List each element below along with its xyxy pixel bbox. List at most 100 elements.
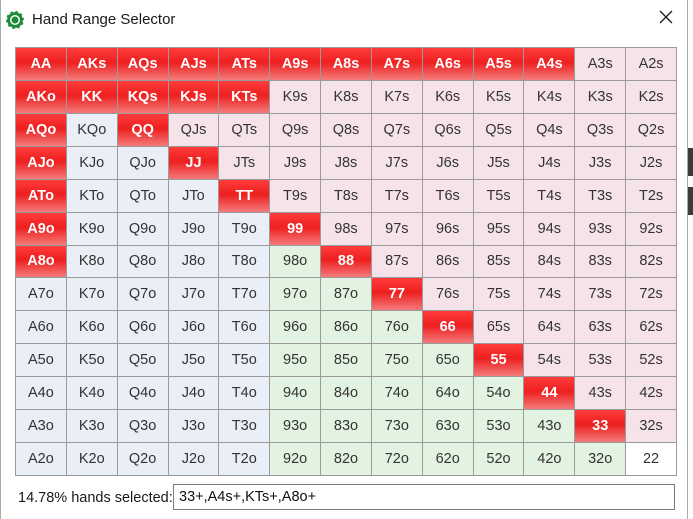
hand-cell-aa[interactable]: AA [16, 48, 66, 80]
hand-cell-43o[interactable]: 43o [524, 410, 575, 443]
hand-cell-65o[interactable]: 65o [422, 344, 473, 377]
hand-cell-t7s[interactable]: T7s [371, 179, 422, 212]
hand-cell-q4s[interactable]: Q4s [524, 113, 575, 146]
hand-cell-j8s[interactable]: J8s [321, 146, 371, 179]
hand-cell-97o[interactable]: 97o [270, 278, 321, 311]
hand-cell-kk[interactable]: KK [66, 80, 117, 113]
hand-cell-44[interactable]: 44 [524, 377, 575, 410]
hand-cell-a2s[interactable]: A2s [626, 48, 676, 80]
hand-cell-t4s[interactable]: T4s [524, 179, 575, 212]
hand-cell-qjo[interactable]: QJo [117, 146, 168, 179]
hand-cell-65s[interactable]: 65s [473, 311, 524, 344]
hand-cell-k3o[interactable]: K3o [66, 410, 117, 443]
hand-cell-q2s[interactable]: Q2s [626, 113, 676, 146]
hand-cell-qto[interactable]: QTo [117, 179, 168, 212]
hand-cell-a7o[interactable]: A7o [16, 278, 66, 311]
hand-cell-64o[interactable]: 64o [422, 377, 473, 410]
hand-cell-a8s[interactable]: A8s [321, 48, 371, 80]
hand-cell-92s[interactable]: 92s [626, 212, 676, 245]
hand-cell-kjo[interactable]: KJo [66, 146, 117, 179]
hand-cell-j8o[interactable]: J8o [168, 245, 219, 278]
hand-cell-72o[interactable]: 72o [371, 443, 422, 475]
hand-cell-k7o[interactable]: K7o [66, 278, 117, 311]
hand-cell-76s[interactable]: 76s [422, 278, 473, 311]
hand-cell-22[interactable]: 22 [626, 443, 676, 475]
hand-cell-t3s[interactable]: T3s [575, 179, 626, 212]
hand-cell-q6o[interactable]: Q6o [117, 311, 168, 344]
hand-cell-aks[interactable]: AKs [66, 48, 117, 80]
hand-cell-kto[interactable]: KTo [66, 179, 117, 212]
hand-cell-74s[interactable]: 74s [524, 278, 575, 311]
hand-cell-54o[interactable]: 54o [473, 377, 524, 410]
hand-cell-73o[interactable]: 73o [371, 410, 422, 443]
hand-cell-t9o[interactable]: T9o [219, 212, 270, 245]
hand-cell-j5o[interactable]: J5o [168, 344, 219, 377]
hand-cell-83o[interactable]: 83o [321, 410, 371, 443]
hand-cell-t8o[interactable]: T8o [219, 245, 270, 278]
hand-cell-j4s[interactable]: J4s [524, 146, 575, 179]
hand-cell-93o[interactable]: 93o [270, 410, 321, 443]
hand-cell-k2s[interactable]: K2s [626, 80, 676, 113]
hand-cell-jj[interactable]: JJ [168, 146, 219, 179]
hand-cell-86o[interactable]: 86o [321, 311, 371, 344]
hand-cell-j5s[interactable]: J5s [473, 146, 524, 179]
hand-cell-j9s[interactable]: J9s [270, 146, 321, 179]
hand-cell-j9o[interactable]: J9o [168, 212, 219, 245]
range-input[interactable] [173, 484, 675, 510]
hand-cell-aqo[interactable]: AQo [16, 113, 66, 146]
hand-cell-a5s[interactable]: A5s [473, 48, 524, 80]
hand-cell-q9s[interactable]: Q9s [270, 113, 321, 146]
hand-cell-93s[interactable]: 93s [575, 212, 626, 245]
hand-cell-j2o[interactable]: J2o [168, 443, 219, 475]
hand-cell-q3o[interactable]: Q3o [117, 410, 168, 443]
hand-cell-k2o[interactable]: K2o [66, 443, 117, 475]
hand-cell-k5s[interactable]: K5s [473, 80, 524, 113]
hand-cell-t9s[interactable]: T9s [270, 179, 321, 212]
hand-cell-j3o[interactable]: J3o [168, 410, 219, 443]
hand-cell-62o[interactable]: 62o [422, 443, 473, 475]
hand-cell-a6s[interactable]: A6s [422, 48, 473, 80]
hand-cell-jto[interactable]: JTo [168, 179, 219, 212]
hand-cell-74o[interactable]: 74o [371, 377, 422, 410]
hand-cell-k7s[interactable]: K7s [371, 80, 422, 113]
hand-cell-96o[interactable]: 96o [270, 311, 321, 344]
hand-cell-54s[interactable]: 54s [524, 344, 575, 377]
hand-cell-k9o[interactable]: K9o [66, 212, 117, 245]
hand-cell-52o[interactable]: 52o [473, 443, 524, 475]
hand-cell-72s[interactable]: 72s [626, 278, 676, 311]
hand-cell-73s[interactable]: 73s [575, 278, 626, 311]
hand-cell-k4o[interactable]: K4o [66, 377, 117, 410]
hand-cell-kqo[interactable]: KQo [66, 113, 117, 146]
hand-cell-t2s[interactable]: T2s [626, 179, 676, 212]
hand-cell-kqs[interactable]: KQs [117, 80, 168, 113]
hand-cell-ajo[interactable]: AJo [16, 146, 66, 179]
hand-cell-42s[interactable]: 42s [626, 377, 676, 410]
hand-cell-k6o[interactable]: K6o [66, 311, 117, 344]
hand-cell-q8o[interactable]: Q8o [117, 245, 168, 278]
hand-cell-53s[interactable]: 53s [575, 344, 626, 377]
hand-cell-q8s[interactable]: Q8s [321, 113, 371, 146]
hand-cell-q7s[interactable]: Q7s [371, 113, 422, 146]
hand-cell-kts[interactable]: KTs [219, 80, 270, 113]
hand-cell-32s[interactable]: 32s [626, 410, 676, 443]
hand-cell-t4o[interactable]: T4o [219, 377, 270, 410]
hand-cell-kjs[interactable]: KJs [168, 80, 219, 113]
hand-cell-64s[interactable]: 64s [524, 311, 575, 344]
hand-cell-a2o[interactable]: A2o [16, 443, 66, 475]
hand-cell-k8s[interactable]: K8s [321, 80, 371, 113]
hand-cell-k5o[interactable]: K5o [66, 344, 117, 377]
hand-cell-q6s[interactable]: Q6s [422, 113, 473, 146]
hand-cell-85o[interactable]: 85o [321, 344, 371, 377]
hand-cell-q5s[interactable]: Q5s [473, 113, 524, 146]
hand-cell-t6s[interactable]: T6s [422, 179, 473, 212]
hand-cell-52s[interactable]: 52s [626, 344, 676, 377]
hand-cell-j7o[interactable]: J7o [168, 278, 219, 311]
hand-cell-66[interactable]: 66 [422, 311, 473, 344]
hand-cell-k6s[interactable]: K6s [422, 80, 473, 113]
hand-cell-ako[interactable]: AKo [16, 80, 66, 113]
hand-cell-j4o[interactable]: J4o [168, 377, 219, 410]
hand-cell-t5s[interactable]: T5s [473, 179, 524, 212]
hand-cell-j6o[interactable]: J6o [168, 311, 219, 344]
hand-cell-99[interactable]: 99 [270, 212, 321, 245]
hand-cell-95o[interactable]: 95o [270, 344, 321, 377]
